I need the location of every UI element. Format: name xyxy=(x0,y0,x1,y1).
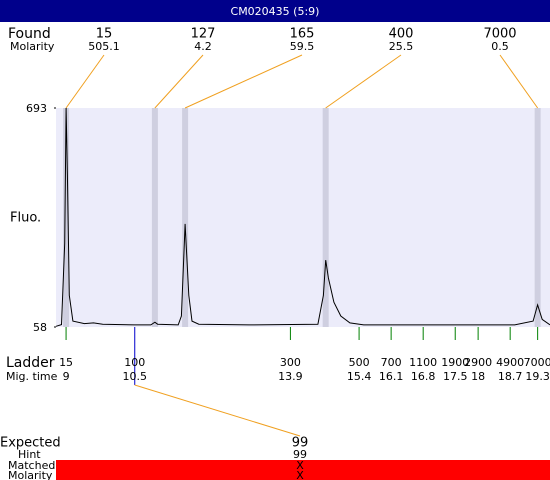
plot-area xyxy=(56,108,550,327)
y-tick-label: 693 xyxy=(26,102,47,115)
found-size: 400 xyxy=(389,27,414,42)
found-size: 165 xyxy=(290,27,315,42)
ladder-size: 500 xyxy=(349,356,370,369)
match-bar xyxy=(56,460,550,480)
found-molarity: 505.1 xyxy=(88,40,120,53)
ladder-time: 15.4 xyxy=(347,370,372,383)
ladder-time: 9 xyxy=(63,370,70,383)
found-size: 15 xyxy=(96,27,113,42)
ladder-size: 300 xyxy=(280,356,301,369)
ladder-size: 700 xyxy=(381,356,402,369)
molarity-row-label: Molarity xyxy=(8,469,53,480)
ladder-size: 15 xyxy=(59,356,73,369)
ladder-time: 18.7 xyxy=(498,370,523,383)
found-label: Found xyxy=(8,26,51,42)
peak-band xyxy=(151,108,158,327)
expected-label: Expected xyxy=(0,436,61,451)
found-molarity: 0.5 xyxy=(491,40,509,53)
expected-value: 99 xyxy=(292,436,309,451)
title: CM020435 (5:9) xyxy=(231,5,320,18)
hint-value: 99 xyxy=(293,448,307,461)
trace xyxy=(55,107,550,327)
y-tick-label: 58 xyxy=(33,321,47,334)
molarity-value: X xyxy=(296,469,304,480)
mig-time-label: Mig. time xyxy=(6,370,58,383)
expected-leader xyxy=(134,384,301,437)
found-molarity: 4.2 xyxy=(194,40,212,53)
ladder-size: 4900 xyxy=(496,356,524,369)
found-size: 7000 xyxy=(483,27,516,42)
found-size: 127 xyxy=(191,27,216,42)
ladder-time: 16.1 xyxy=(379,370,404,383)
peak-band xyxy=(182,108,189,327)
peak-leader xyxy=(184,54,303,109)
title-bar xyxy=(0,0,550,22)
peak-leader xyxy=(154,54,204,109)
matched-label: Matched xyxy=(8,459,55,472)
peak-leader xyxy=(65,54,105,109)
peak-band xyxy=(534,108,541,327)
ladder-label: Ladder xyxy=(6,355,55,371)
ladder-time: 18 xyxy=(471,370,485,383)
peak-leader xyxy=(325,54,402,109)
found-molarity: 25.5 xyxy=(389,40,414,53)
peak-band xyxy=(63,108,70,327)
ladder-time: 13.9 xyxy=(278,370,303,383)
ladder-time: 19.3 xyxy=(525,370,550,383)
ladder-size: 1900 xyxy=(441,356,469,369)
found-molarity: 59.5 xyxy=(290,40,315,53)
molarity-label: Molarity xyxy=(10,40,55,53)
ladder-size: 100 xyxy=(124,356,145,369)
peak-band xyxy=(322,108,329,327)
ladder-time: 17.5 xyxy=(443,370,468,383)
ladder-time: 16.8 xyxy=(411,370,436,383)
ladder-size: 7000 xyxy=(524,356,550,369)
hint-label: Hint xyxy=(18,448,41,461)
ladder-time: 10.5 xyxy=(122,370,147,383)
ladder-size: 1100 xyxy=(409,356,437,369)
y-axis-label: Fluo. xyxy=(10,211,41,226)
matched-value: X xyxy=(296,459,304,472)
peak-leader xyxy=(499,54,539,109)
ladder-size: 2900 xyxy=(464,356,492,369)
